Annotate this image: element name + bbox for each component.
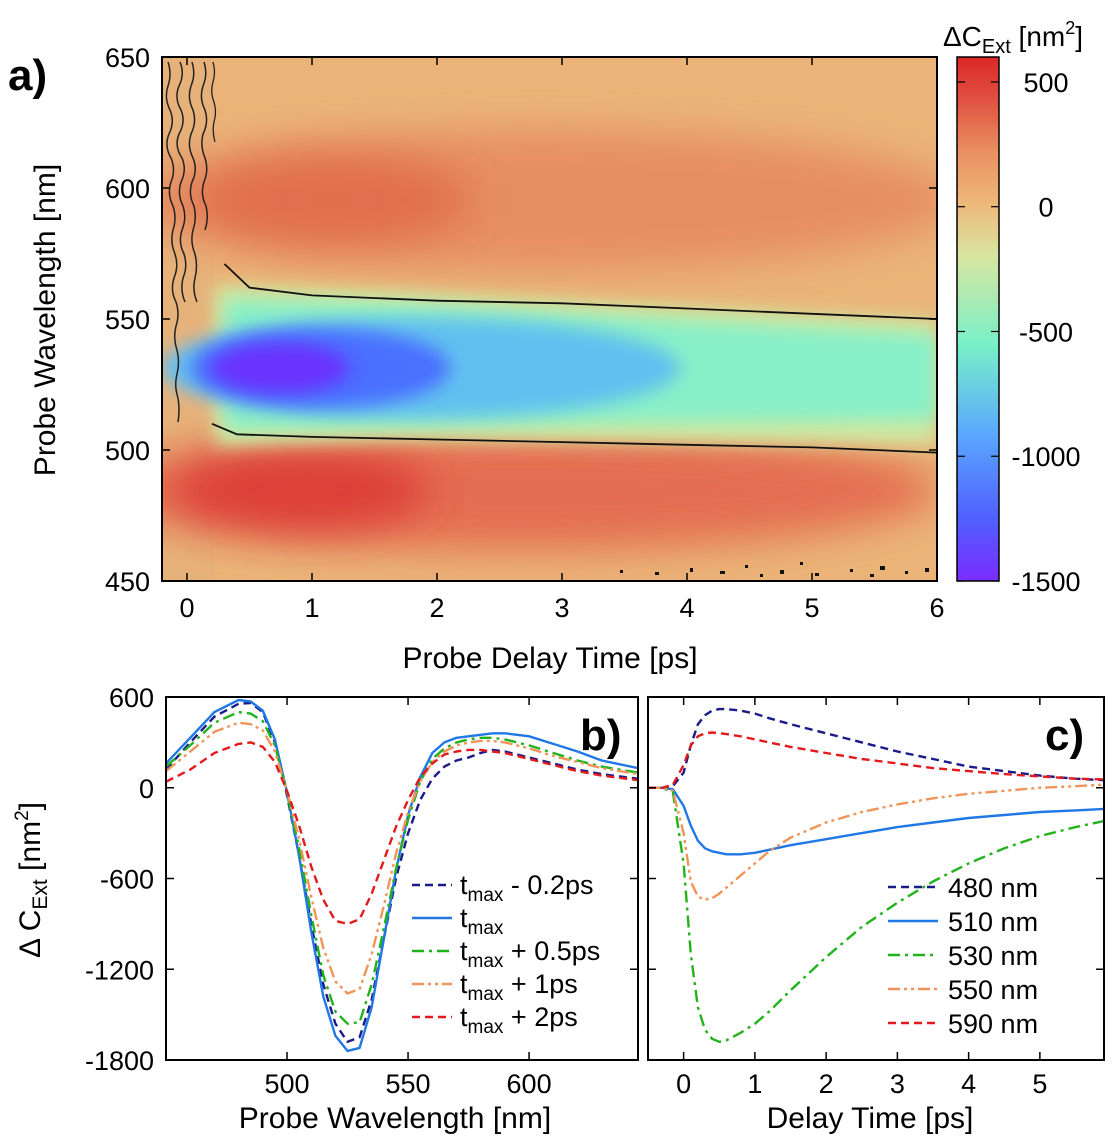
x-tick-label: 1 [304, 593, 319, 623]
panel-a-heatmap: 0 1 2 3 4 5 6 450 500 550 600 650 Probe Delay Time … [8, 18, 1083, 675]
series-line [166, 721, 638, 995]
series-line [648, 783, 1104, 901]
zero-contour-lines [211, 263, 937, 454]
x-tick-label: 2 [429, 593, 444, 623]
panel-c-axes: 0 1 2 3 4 5 [648, 696, 1104, 1099]
y-tick-label: -1200 [85, 955, 154, 985]
x-tick-label: 3 [554, 593, 569, 623]
panel-b-ylabel: Δ CExt [nm2] [12, 802, 52, 958]
x-tick-label: 0 [676, 1069, 691, 1099]
series-line [648, 786, 1104, 856]
x-tick-label: 500 [264, 1069, 309, 1099]
heatmap-xlabel: Probe Delay Time [ps] [402, 642, 697, 675]
y-tick-label: -1800 [85, 1046, 154, 1076]
y-tick-label: 600 [105, 174, 150, 204]
x-tick-label: 3 [890, 1069, 905, 1099]
colorbar-tick-label: -1000 [1011, 442, 1080, 472]
colorbar-tick-label: -500 [1019, 317, 1073, 347]
legend-label: 480 nm [948, 873, 1038, 903]
legend-label: tmax + 2ps [460, 1002, 578, 1038]
y-tick-label: 500 [105, 436, 150, 466]
panel-b-axes: 500 550 600 600 0 -600 -1200 -1800 [85, 683, 638, 1099]
x-tick-label: 4 [961, 1069, 976, 1099]
y-tick-label: -600 [100, 865, 154, 895]
panel-c-legend: 480 nm 510 nm 530 nm 550 nm 590 nm [888, 873, 1038, 1039]
legend-label: 510 nm [948, 907, 1038, 937]
x-tick-label: 0 [179, 593, 194, 623]
y-tick-label: 600 [109, 683, 154, 713]
panel-a-label: a) [8, 51, 47, 100]
colorbar-tick-label: -1500 [1011, 567, 1080, 597]
colorbar-tick-label: 500 [1023, 68, 1068, 98]
spectra-lines [166, 698, 638, 1053]
contour-upper [223, 263, 937, 320]
colorbar-tick-label: 0 [1038, 193, 1053, 223]
y-tick-label: 450 [105, 567, 150, 597]
colorbar-label: ΔCExt [nm2] [943, 18, 1083, 58]
series-line [648, 786, 1104, 1043]
x-tick-label: 550 [386, 1069, 431, 1099]
y-tick-label: 0 [139, 774, 154, 804]
y-tick-label: 650 [105, 43, 150, 73]
series-line [166, 741, 638, 926]
colorbar [956, 56, 1000, 582]
legend-label: 590 nm [948, 1009, 1038, 1039]
colorbar-ticks: 500 0 -500 -1000 -1500 [957, 68, 1081, 597]
panel-c-xlabel: Delay Time [ps] [767, 1102, 974, 1135]
series-line [166, 710, 638, 1025]
heatmap-ylabel: Probe Wavelength [nm] [29, 164, 62, 476]
legend-label: 550 nm [948, 975, 1038, 1005]
series-line [648, 731, 1104, 789]
x-tick-label: 4 [679, 593, 694, 623]
series-line [648, 707, 1104, 789]
legend-label: 530 nm [948, 941, 1038, 971]
y-tick-label: 550 [105, 305, 150, 335]
heatmap-axes: 0 1 2 3 4 5 6 450 500 550 600 650 [105, 43, 945, 623]
panel-b-label: b) [580, 711, 622, 760]
legend-label: tmax + 0.5ps [460, 936, 600, 972]
contour-lower [211, 422, 937, 454]
x-tick-label: 5 [804, 593, 819, 623]
panel-b-spectra: 500 550 600 600 0 -600 -1200 -1800 Probe Wavele… [12, 683, 639, 1135]
kinetics-lines [648, 707, 1104, 1043]
x-tick-label: 600 [507, 1069, 552, 1099]
heatmap-image [162, 57, 937, 581]
legend-label: tmax - 0.2ps [460, 870, 593, 906]
legend-label: tmax + 1ps [460, 969, 578, 1005]
x-tick-label: 1 [747, 1069, 762, 1099]
panel-c-kinetics: 0 1 2 3 4 5 Delay Time [ps] c) 480 nm 510 nm 53… [647, 696, 1105, 1135]
series-line [166, 698, 638, 1053]
x-tick-label: 2 [819, 1069, 834, 1099]
panel-b-xlabel: Probe Wavelength [nm] [239, 1102, 551, 1135]
panel-c-label: c) [1045, 711, 1084, 760]
legend-label: tmax [460, 903, 504, 939]
x-tick-label: 6 [929, 593, 944, 623]
x-tick-label: 5 [1032, 1069, 1047, 1099]
